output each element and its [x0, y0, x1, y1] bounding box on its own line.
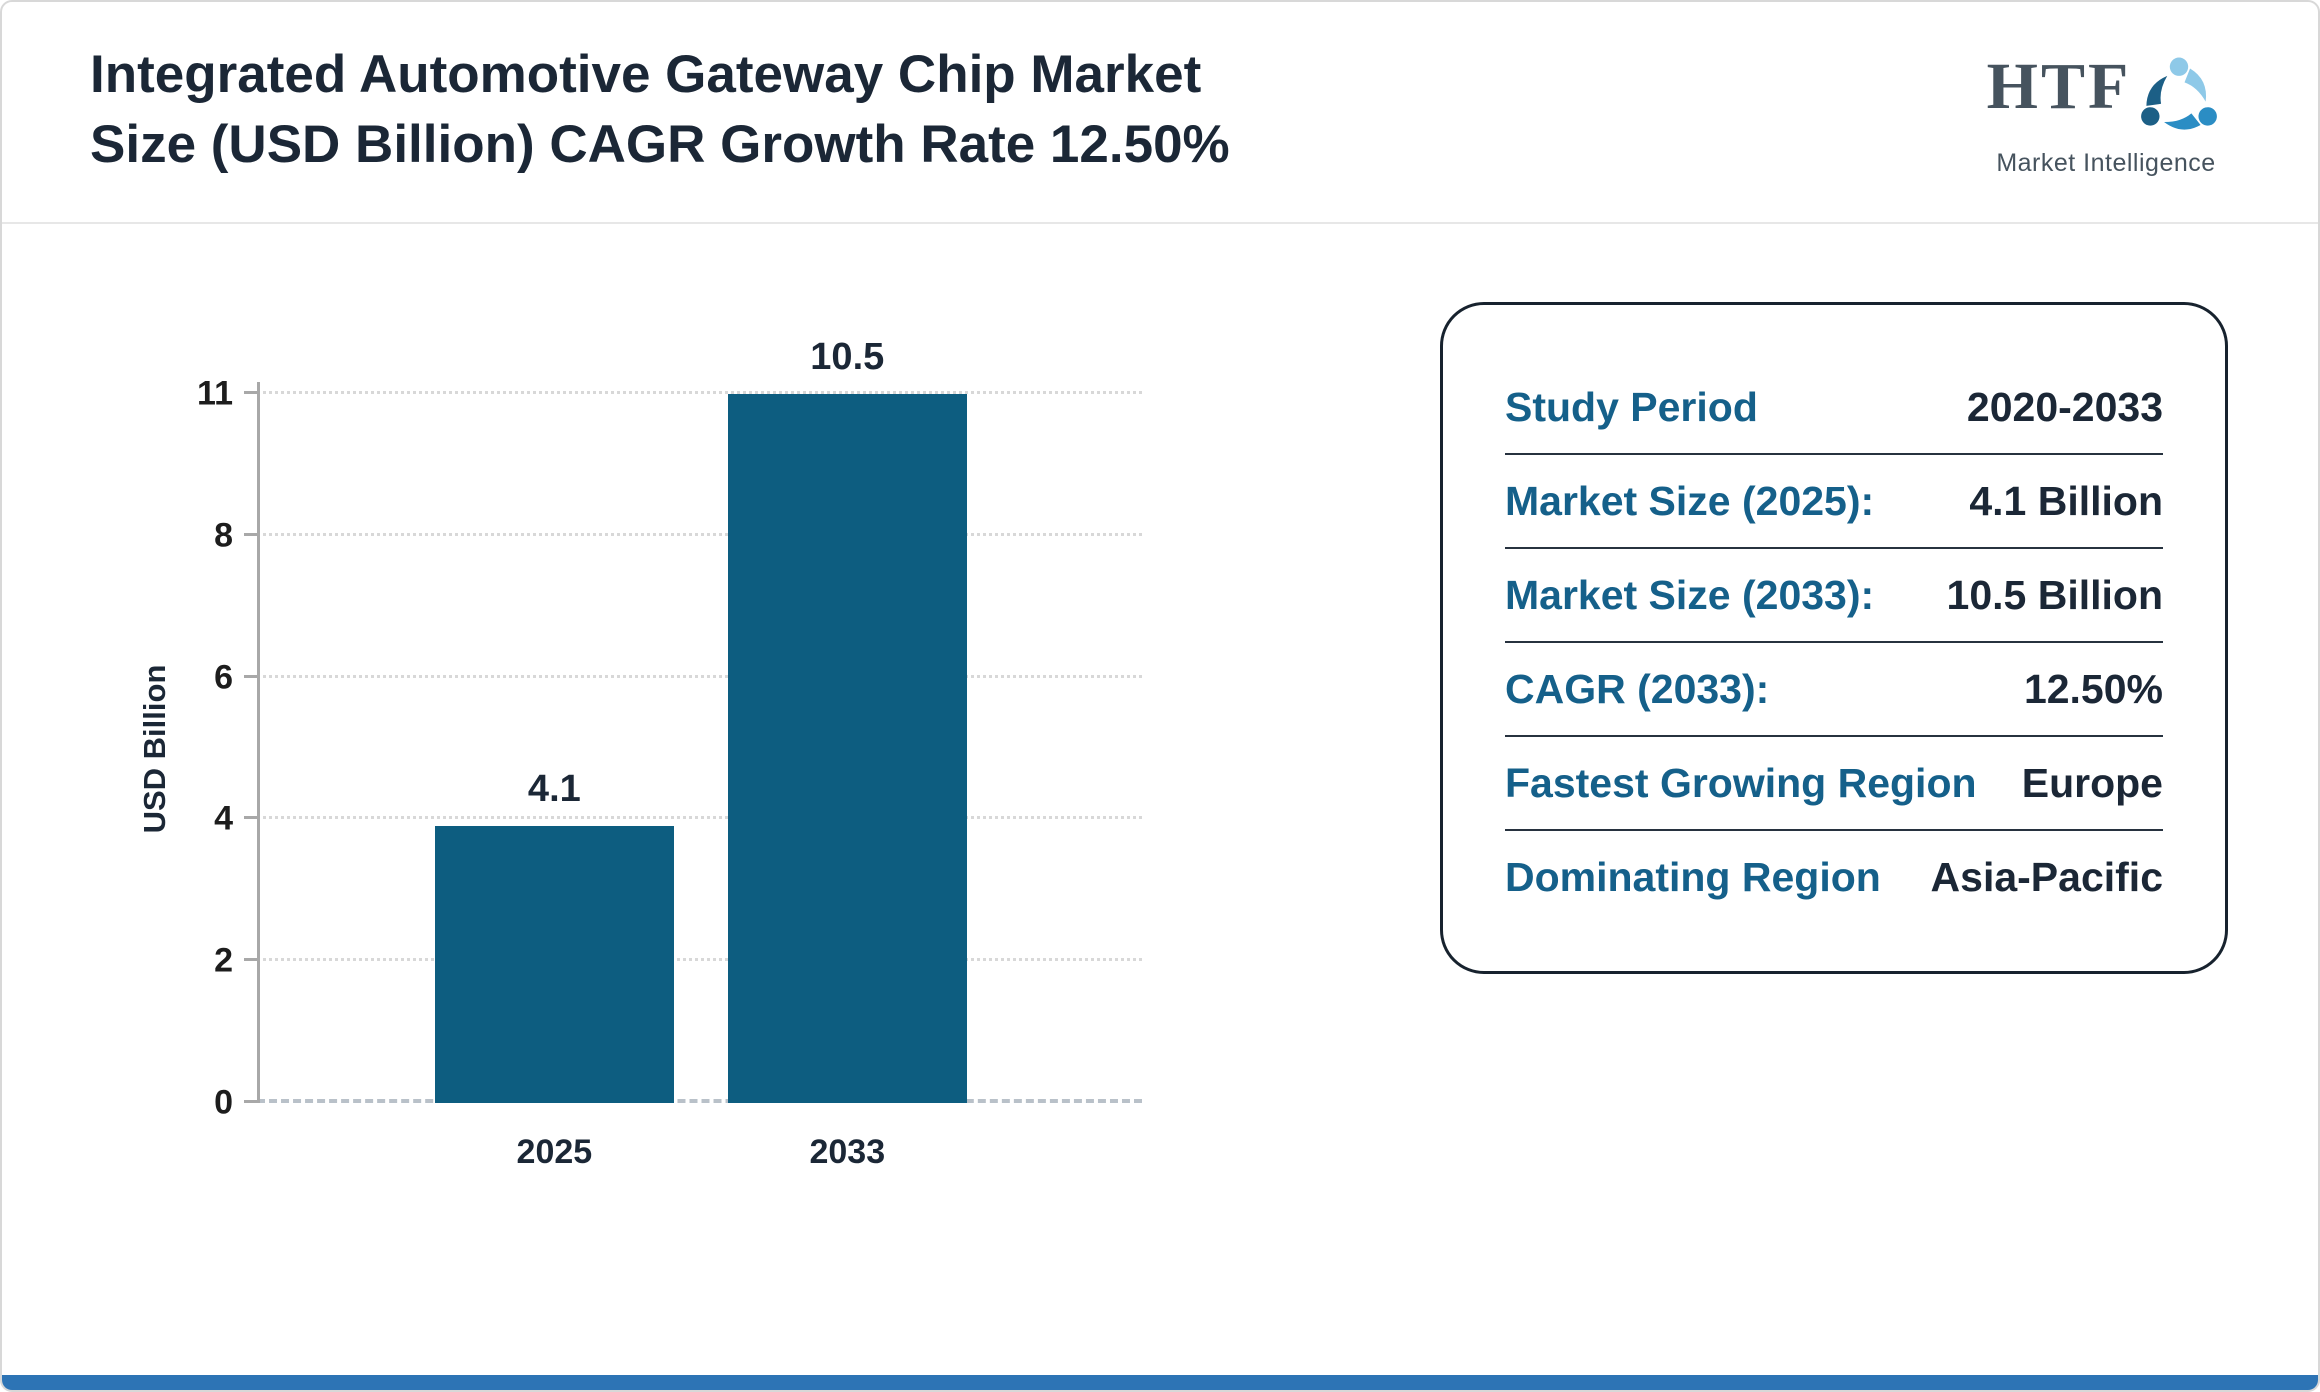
summary-row-value: 4.1 Billion: [1969, 477, 2163, 524]
bar-2033: 10.5: [727, 336, 967, 1103]
summary-card-rows: Study Period 2020-2033 Market Size (2025):…: [1505, 361, 2163, 923]
summary-row-label: Fastest Growing Region: [1505, 759, 1977, 806]
header-divider: [2, 222, 2318, 224]
summary-row-value: 10.5 Billion: [1946, 571, 2163, 618]
y-tick-mark: [244, 1100, 257, 1103]
y-gridline: [257, 674, 1142, 678]
summary-row-label: Study Period: [1505, 383, 1758, 430]
bar-chart: USD Billion 0 2 4 6 8 11 4.1 2025 10.5 2033: [137, 336, 1142, 1171]
y-tick-mark: [244, 958, 257, 962]
htf-logo: HTF Market Inte: [1976, 52, 2236, 178]
summary-row: Study Period 2020-2033: [1505, 361, 2163, 455]
y-tick-label: 8: [214, 516, 233, 555]
summary-row: CAGR (2033): 12.50%: [1505, 643, 2163, 737]
summary-row-label: Market Size (2033):: [1505, 571, 1875, 618]
summary-row: Market Size (2025): 4.1 Billion: [1505, 455, 2163, 549]
footer-accent-bar: [2, 1375, 2318, 1390]
y-tick-label: 11: [197, 374, 233, 413]
htf-logo-subtext: Market Intelligence: [1996, 149, 2216, 177]
y-tick-label: 4: [214, 799, 233, 838]
htf-logo-text: HTF: [1986, 50, 2132, 123]
y-tick-mark: [244, 674, 257, 678]
summary-row: Dominating Region Asia-Pacific: [1505, 831, 2163, 923]
page-title-line2: Size (USD Billion) CAGR Growth Rate 12.5…: [90, 114, 1230, 174]
summary-row: Fastest Growing Region Europe: [1505, 737, 2163, 831]
bar-value-label: 10.5: [810, 336, 885, 378]
x-tick-label: 2033: [809, 1133, 886, 1171]
summary-card: Study Period 2020-2033 Market Size (2025):…: [1440, 302, 2228, 974]
y-axis-title: USD Billion: [137, 664, 172, 833]
bar-2025: 4.1: [434, 768, 674, 1103]
y-tick-mark: [244, 391, 257, 394]
summary-row-label: CAGR (2033):: [1505, 665, 1770, 712]
y-tick-mark: [244, 816, 257, 820]
y-gridline: [257, 532, 1142, 536]
y-axis-line: [257, 382, 260, 1103]
summary-row-value: Europe: [2021, 759, 2163, 806]
y-tick-label: 0: [214, 1083, 233, 1122]
y-tick-mark: [244, 532, 257, 536]
x-axis-baseline: [257, 1099, 1142, 1103]
y-gridline: [257, 391, 1142, 394]
summary-row-value: Asia-Pacific: [1930, 853, 2163, 900]
summary-row-label: Dominating Region: [1505, 853, 1881, 900]
y-gridline: [257, 816, 1142, 820]
page-title-line1: Integrated Automotive Gateway Chip Marke…: [90, 45, 1202, 104]
summary-row-value: 2020-2033: [1966, 383, 2163, 430]
summary-row: Market Size (2033): 10.5 Billion: [1505, 549, 2163, 643]
y-tick-label: 2: [214, 941, 233, 980]
htf-logo-swirl-icon: [2133, 52, 2225, 149]
summary-row-value: 12.50%: [2023, 665, 2163, 712]
page-title: Integrated Automotive Gateway Chip Marke…: [90, 40, 1230, 180]
summary-row-label: Market Size (2025):: [1505, 477, 1875, 524]
x-tick-label: 2025: [516, 1133, 593, 1171]
bar-value-label: 4.1: [527, 768, 581, 811]
y-tick-label: 6: [214, 658, 233, 697]
y-gridline: [257, 958, 1142, 962]
